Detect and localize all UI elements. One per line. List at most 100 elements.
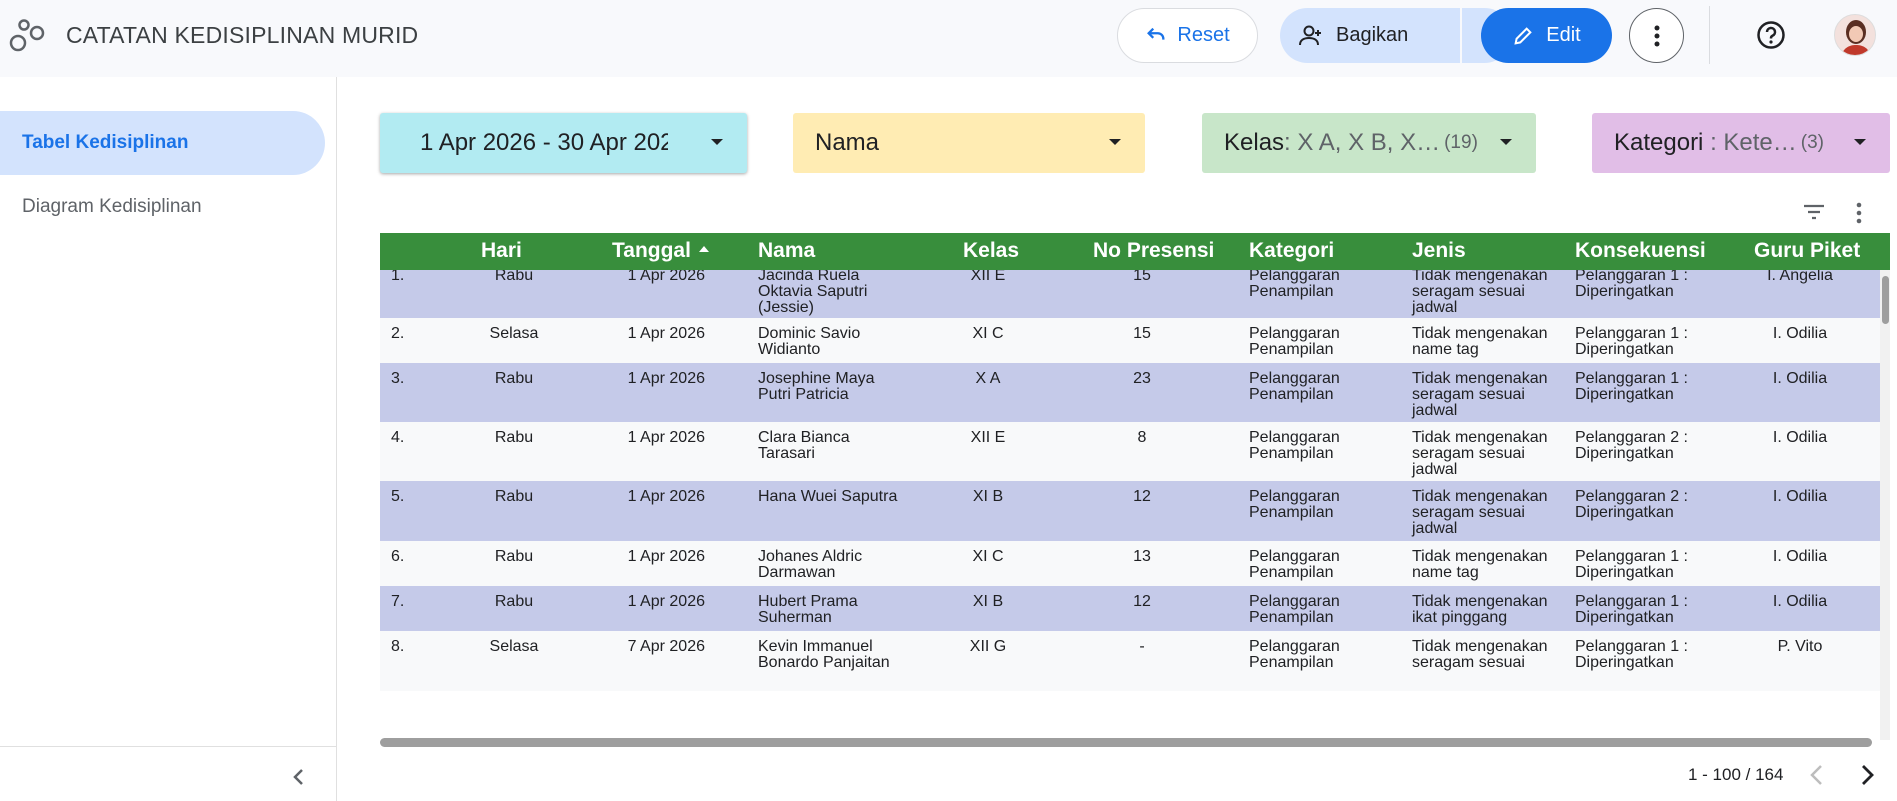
cell-nama-line: Josephine Maya — [758, 370, 875, 387]
nav-tabel-kedisiplinan[interactable]: Tabel Kedisiplinan — [0, 111, 325, 175]
report-title: CATATAN KEDISIPLINAN MURID — [66, 22, 419, 48]
cell-tanggal: 1 Apr 2026 — [627, 370, 705, 387]
cell-kategori: Pelanggaran Penampilan — [1249, 371, 1389, 403]
cell-nama: Josephine Maya Putri Patricia — [758, 371, 928, 403]
cell-kategori-line: Pelanggaran — [1249, 638, 1340, 655]
cell-konsekuensi-line: Pelanggaran 1 : — [1575, 370, 1688, 387]
vertical-scrollbar-track[interactable] — [1880, 270, 1890, 740]
cell-nama: Clara Bianca Tarasari — [758, 430, 928, 462]
cell-nama-line: Tarasari — [758, 445, 815, 462]
cell-tanggal: 1 Apr 2026 — [627, 488, 705, 505]
table-filter-icon[interactable] — [1801, 199, 1827, 225]
cell-hari: Rabu — [494, 548, 534, 565]
cell-no-presensi: 8 — [1137, 429, 1147, 446]
cell-guru-piket: P. Vito — [1777, 638, 1823, 655]
col-header-jenis[interactable]: Jenis — [1412, 239, 1466, 262]
date-range-filter[interactable]: 1 Apr 2026 - 30 Apr 2026 — [380, 113, 747, 173]
col-header-kategori[interactable]: Kategori — [1249, 239, 1335, 262]
cell-jenis: Tidak mengenakan name tag — [1412, 326, 1562, 358]
col-header-hari[interactable]: Hari — [481, 239, 522, 262]
table-more-icon[interactable] — [1848, 200, 1870, 226]
cell-guru-piket: I. Angelia — [1767, 270, 1833, 284]
cell-hari: Rabu — [494, 593, 534, 610]
cell-no: 5. — [391, 488, 405, 505]
kelas-filter-value: : X A, X B, X… — [1284, 129, 1441, 156]
cell-jenis: Tidak mengenakan name tag — [1412, 549, 1562, 581]
edit-button[interactable]: Edit — [1481, 8, 1612, 63]
cell-konsekuensi: Pelanggaran 1 : Diperingatkan — [1575, 270, 1725, 300]
reset-button[interactable]: Reset — [1117, 8, 1258, 63]
undo-icon — [1147, 27, 1165, 40]
table-row[interactable]: 8. Selasa 7 Apr 2026 Kevin Immanuel Bonardo … — [380, 631, 1880, 691]
cell-nama-line: Kevin Immanuel — [758, 638, 873, 655]
cell-guru-piket: I. Odilia — [1772, 488, 1828, 505]
cell-kategori: Pelanggaran Penampilan — [1249, 430, 1389, 462]
collapse-sidebar-button[interactable] — [284, 763, 312, 791]
table-row[interactable]: 5. Rabu 1 Apr 2026 Hana Wuei Saputra XI B 12 P… — [380, 481, 1880, 541]
cell-guru-piket: I. Odilia — [1772, 370, 1828, 387]
next-page-icon[interactable] — [1856, 763, 1878, 787]
cell-kategori-line: Pelanggaran — [1249, 370, 1340, 387]
kelas-filter[interactable]: Kelas: X A, X B, X… (19) — [1202, 113, 1536, 173]
cell-tanggal: 1 Apr 2026 — [627, 325, 705, 342]
cell-konsekuensi: Pelanggaran 1 : Diperingatkan — [1575, 639, 1725, 671]
cell-konsekuensi-line: Pelanggaran 1 : — [1575, 325, 1688, 342]
cell-hari: Rabu — [494, 488, 534, 505]
col-header-konsekuensi[interactable]: Konsekuensi — [1575, 239, 1706, 262]
cell-kategori: Pelanggaran Penampilan — [1249, 270, 1389, 300]
add-person-icon — [1299, 25, 1321, 45]
cell-konsekuensi-line: Pelanggaran 1 : — [1575, 638, 1688, 655]
col-header-nama[interactable]: Nama — [758, 239, 816, 262]
table-row[interactable]: 4. Rabu 1 Apr 2026 Clara Bianca Tarasari XII … — [380, 422, 1880, 481]
table-row[interactable]: 2. Selasa 1 Apr 2026 Dominic Savio Widianto X… — [380, 318, 1880, 363]
nama-filter[interactable]: Nama — [793, 113, 1145, 173]
cell-konsekuensi-line: Pelanggaran 1 : — [1575, 270, 1688, 284]
edit-label: Edit — [1546, 24, 1581, 46]
cell-nama-line: Clara Bianca — [758, 429, 850, 446]
share-label: Bagikan — [1336, 24, 1409, 46]
nav-diagram-kedisiplinan[interactable]: Diagram Kedisiplinan — [22, 196, 202, 217]
table-row[interactable]: 3. Rabu 1 Apr 2026 Josephine Maya Putri Patr… — [380, 363, 1880, 422]
horizontal-scrollbar[interactable] — [380, 738, 1872, 747]
table-row[interactable]: 7. Rabu 1 Apr 2026 Hubert Prama Suherman XI B… — [380, 586, 1880, 631]
cell-kategori-line: Pelanggaran — [1249, 270, 1340, 284]
more-options-button[interactable] — [1629, 8, 1684, 63]
cell-nama-line: Dominic Savio — [758, 325, 861, 342]
cell-kategori-line: Penampilan — [1249, 654, 1334, 671]
share-button[interactable]: Bagikan — [1280, 8, 1460, 63]
kategori-filter[interactable]: Kategori : Kete… (3) — [1592, 113, 1890, 173]
col-header-guru-piket[interactable]: Guru Piket — [1754, 239, 1861, 262]
cell-jenis-line: Tidak mengenakan — [1412, 548, 1548, 565]
pencil-icon — [1514, 26, 1533, 45]
table-row[interactable]: 6. Rabu 1 Apr 2026 Johanes Aldric Darmawan XI… — [380, 541, 1880, 586]
col-header-no-presensi[interactable]: No Presensi — [1093, 239, 1215, 262]
cell-kategori-line: Penampilan — [1249, 564, 1334, 581]
table-row[interactable]: 1. Rabu 1 Apr 2026 Jacinda Ruela Oktavia Sap… — [380, 270, 1880, 318]
cell-guru-piket: I. Odilia — [1772, 593, 1828, 610]
previous-page-icon[interactable] — [1806, 763, 1828, 787]
table-body: 1. Rabu 1 Apr 2026 Jacinda Ruela Oktavia Sap… — [380, 270, 1880, 748]
col-header-kelas[interactable]: Kelas — [963, 239, 1020, 262]
chevron-left-icon — [293, 769, 303, 785]
cell-no: 7. — [391, 593, 405, 610]
cell-jenis-line: Tidak mengenakan — [1412, 488, 1548, 505]
cell-kelas: XI B — [972, 593, 1004, 610]
cell-no-presensi: 12 — [1133, 593, 1151, 610]
col-header-tanggal[interactable]: Tanggal — [612, 239, 709, 263]
cell-tanggal: 1 Apr 2026 — [627, 429, 705, 446]
help-button[interactable] — [1752, 16, 1790, 54]
cell-tanggal: 7 Apr 2026 — [627, 638, 705, 655]
cell-jenis-line: seragam sesuai — [1412, 504, 1525, 521]
cell-no: 2. — [391, 325, 405, 342]
vertical-scrollbar-thumb[interactable] — [1882, 276, 1889, 324]
cell-konsekuensi-line: Diperingatkan — [1575, 341, 1674, 358]
cell-no-presensi: 13 — [1133, 548, 1151, 565]
user-avatar[interactable] — [1834, 14, 1876, 56]
cell-jenis-line: jadwal — [1412, 520, 1458, 537]
cell-jenis-line: seragam sesuai — [1412, 445, 1525, 462]
cell-konsekuensi: Pelanggaran 1 : Diperingatkan — [1575, 549, 1725, 581]
cell-nama-line: Putri Patricia — [758, 386, 849, 403]
cell-jenis: Tidak mengenakan seragam sesuai jadwal — [1412, 430, 1562, 478]
cell-konsekuensi-line: Pelanggaran 2 : — [1575, 429, 1688, 446]
cell-tanggal: 1 Apr 2026 — [627, 270, 705, 284]
